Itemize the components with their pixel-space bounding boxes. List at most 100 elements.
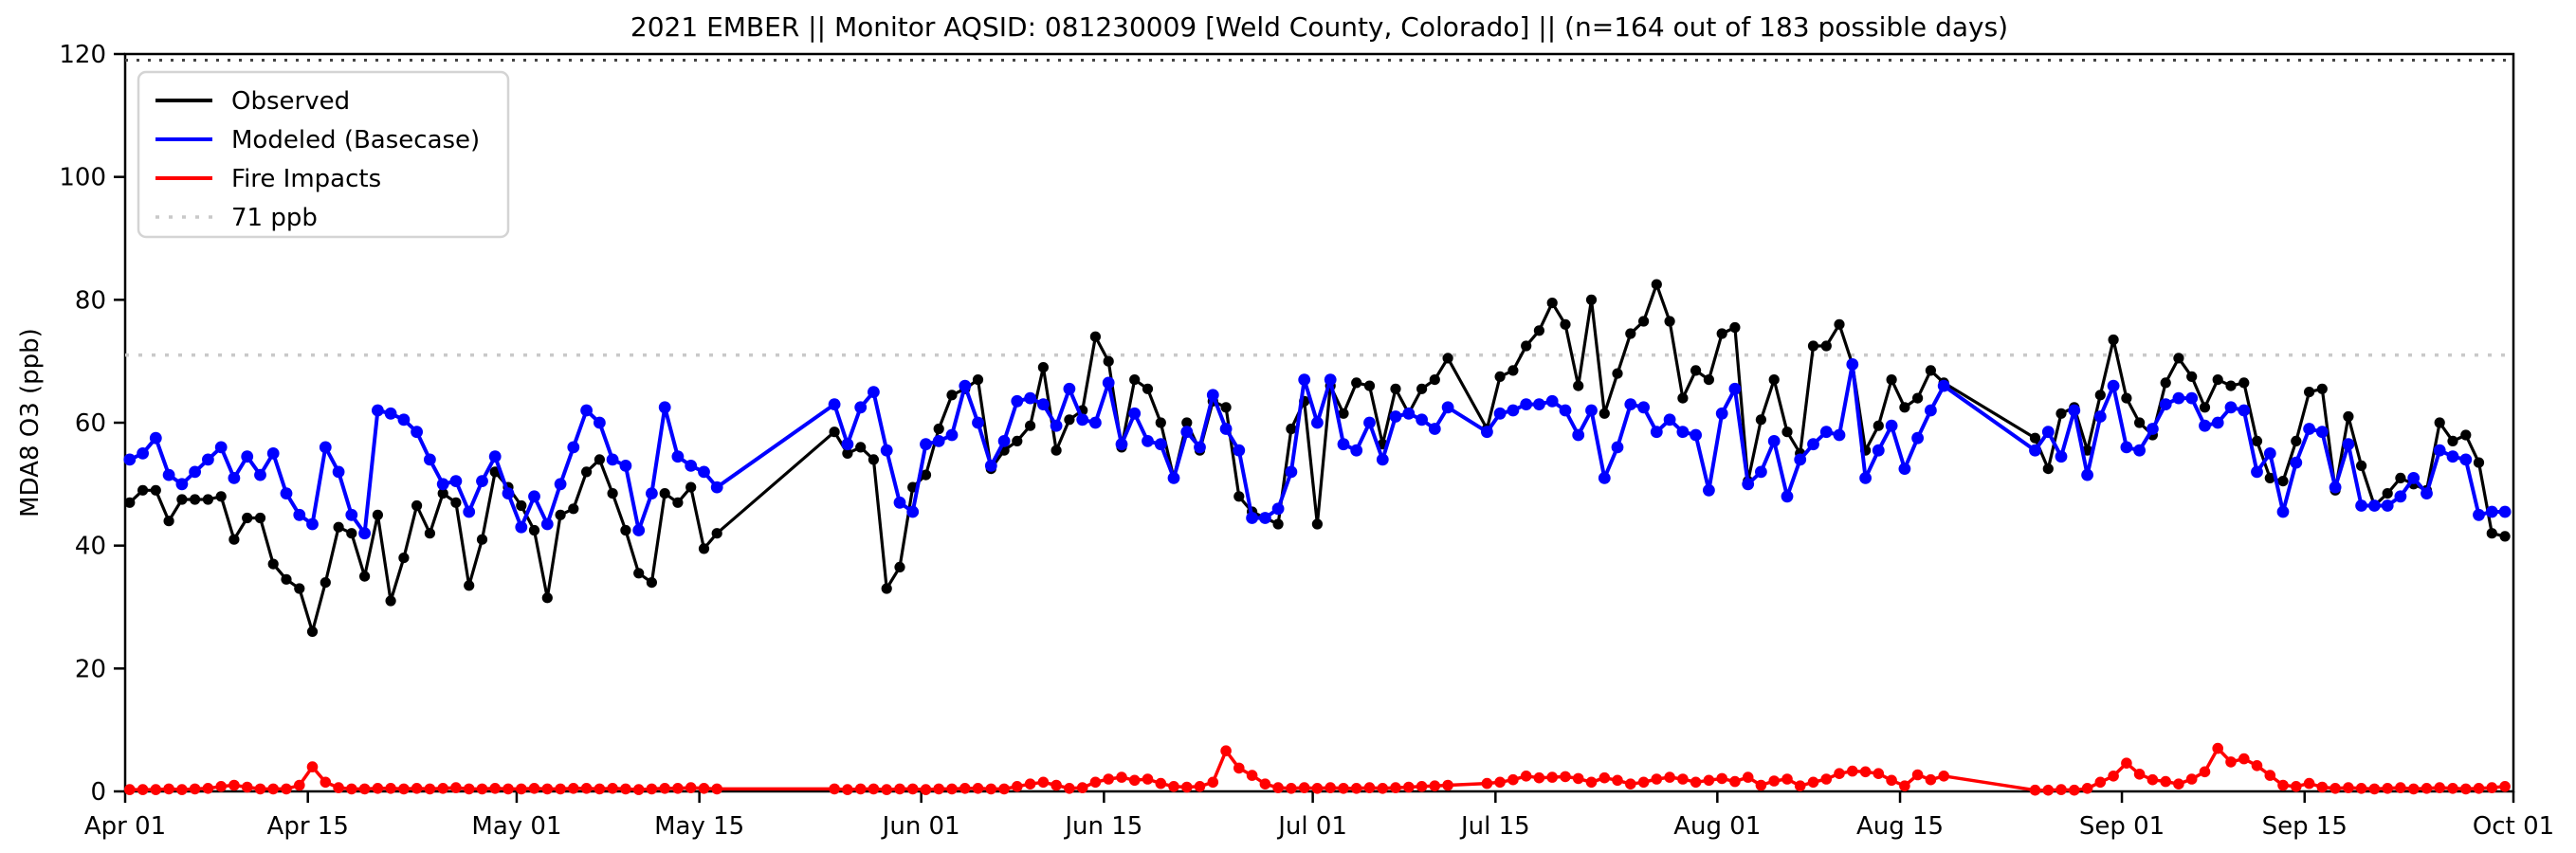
series-marker-observed	[398, 553, 410, 564]
series-marker-modeled-basecase-	[502, 487, 515, 499]
series-marker-observed	[2212, 374, 2223, 386]
series-marker-fire-impacts	[281, 783, 292, 795]
series-marker-modeled-basecase-	[2238, 404, 2251, 417]
series-marker-fire-impacts	[1350, 783, 1362, 794]
series-marker-fire-impacts	[1481, 777, 1493, 789]
series-marker-fire-impacts	[189, 783, 201, 795]
series-marker-modeled-basecase-	[1233, 444, 1246, 457]
series-marker-fire-impacts	[541, 783, 554, 795]
series-marker-modeled-basecase-	[1885, 419, 1898, 432]
series-marker-modeled-basecase-	[463, 505, 476, 518]
x-tick-label: Jun 15	[1063, 812, 1142, 841]
series-marker-observed	[2316, 383, 2328, 394]
series-marker-fire-impacts	[2277, 779, 2289, 791]
series-marker-observed	[1521, 340, 1532, 352]
series-marker-observed	[1351, 377, 1362, 389]
series-marker-fire-impacts	[2147, 773, 2159, 786]
series-marker-modeled-basecase-	[175, 478, 189, 491]
series-marker-fire-impacts	[985, 783, 997, 795]
series-marker-fire-impacts	[1155, 777, 1167, 789]
series-marker-fire-impacts	[2421, 783, 2433, 794]
series-marker-observed	[646, 577, 658, 589]
series-marker-modeled-basecase-	[2459, 453, 2473, 466]
series-marker-modeled-basecase-	[1781, 490, 1794, 503]
series-marker-modeled-basecase-	[293, 508, 306, 521]
series-marker-observed	[2382, 488, 2393, 499]
series-marker-fire-impacts	[202, 783, 214, 794]
y-tick-label: 120	[59, 41, 106, 69]
series-marker-modeled-basecase-	[488, 450, 502, 463]
series-marker-fire-impacts	[881, 784, 892, 795]
series-marker-modeled-basecase-	[2485, 505, 2498, 518]
series-marker-modeled-basecase-	[2263, 447, 2276, 460]
series-marker-fire-impacts	[1233, 762, 1245, 774]
series-marker-modeled-basecase-	[1767, 435, 1781, 447]
series-marker-modeled-basecase-	[266, 447, 280, 460]
series-marker-fire-impacts	[1533, 771, 1545, 784]
series-marker-fire-impacts	[1794, 780, 1806, 791]
series-marker-observed	[2499, 531, 2511, 542]
series-marker-fire-impacts	[1886, 774, 1897, 787]
series-marker-fire-impacts	[829, 783, 840, 795]
series-marker-observed	[1899, 402, 1910, 413]
series-marker-observed	[476, 534, 488, 545]
series-marker-observed	[1507, 365, 1519, 376]
series-marker-fire-impacts	[358, 783, 371, 795]
series-marker-fire-impacts	[1220, 745, 1232, 756]
series-marker-modeled-basecase-	[2303, 423, 2316, 435]
series-marker-fire-impacts	[632, 784, 645, 795]
series-marker-modeled-basecase-	[1807, 438, 1819, 451]
series-marker-fire-impacts	[1246, 770, 1258, 781]
series-marker-fire-impacts	[972, 783, 984, 794]
series-marker-fire-impacts	[2055, 784, 2067, 795]
series-marker-fire-impacts	[1181, 781, 1193, 793]
series-marker-observed	[176, 494, 188, 505]
series-marker-modeled-basecase-	[1128, 407, 1142, 420]
series-marker-fire-impacts	[489, 783, 501, 794]
series-marker-observed	[1612, 368, 1623, 379]
series-marker-modeled-basecase-	[123, 453, 137, 466]
series-marker-modeled-basecase-	[1637, 401, 1650, 414]
series-marker-fire-impacts	[2264, 770, 2276, 781]
series-marker-modeled-basecase-	[2394, 490, 2407, 503]
y-tick-label: 100	[59, 164, 106, 192]
series-marker-modeled-basecase-	[2251, 465, 2263, 479]
series-marker-fire-impacts	[1572, 772, 1584, 785]
series-marker-modeled-basecase-	[567, 441, 580, 454]
series-marker-fire-impacts	[1546, 771, 1558, 783]
series-marker-fire-impacts	[1363, 782, 1376, 793]
series-marker-modeled-basecase-	[2029, 444, 2041, 457]
series-marker-modeled-basecase-	[2355, 499, 2368, 512]
series-marker-fire-impacts	[2486, 782, 2498, 793]
series-marker-fire-impacts	[959, 783, 971, 794]
series-marker-observed	[437, 488, 448, 499]
series-marker-fire-impacts	[1899, 780, 1910, 791]
series-marker-fire-impacts	[2225, 756, 2237, 768]
series-marker-observed	[1703, 374, 1714, 386]
series-marker-modeled-basecase-	[358, 527, 371, 540]
series-marker-fire-impacts	[1637, 776, 1650, 789]
series-marker-observed	[2486, 528, 2497, 539]
series-marker-fire-impacts	[906, 783, 919, 795]
series-marker-modeled-basecase-	[1493, 407, 1507, 420]
series-marker-observed	[881, 583, 892, 594]
series-marker-modeled-basecase-	[1728, 382, 1742, 395]
series-marker-modeled-basecase-	[1219, 423, 1233, 435]
series-marker-fire-impacts	[2251, 760, 2263, 771]
series-marker-modeled-basecase-	[932, 435, 945, 447]
series-marker-modeled-basecase-	[1102, 376, 1115, 390]
series-marker-modeled-basecase-	[1545, 394, 1559, 408]
series-marker-fire-impacts	[2460, 783, 2472, 795]
series-marker-modeled-basecase-	[1819, 426, 1833, 439]
series-marker-observed	[1834, 318, 1845, 330]
series-marker-fire-impacts	[2291, 781, 2302, 792]
series-marker-modeled-basecase-	[1076, 413, 1089, 426]
series-marker-fire-impacts	[1612, 774, 1623, 787]
series-marker-modeled-basecase-	[2185, 391, 2199, 405]
series-marker-fire-impacts	[294, 779, 305, 791]
series-marker-observed	[1625, 328, 1636, 339]
series-marker-modeled-basecase-	[1533, 398, 1545, 410]
series-marker-fire-impacts	[1520, 771, 1532, 782]
series-marker-modeled-basecase-	[984, 460, 997, 472]
series-marker-observed	[346, 528, 357, 539]
